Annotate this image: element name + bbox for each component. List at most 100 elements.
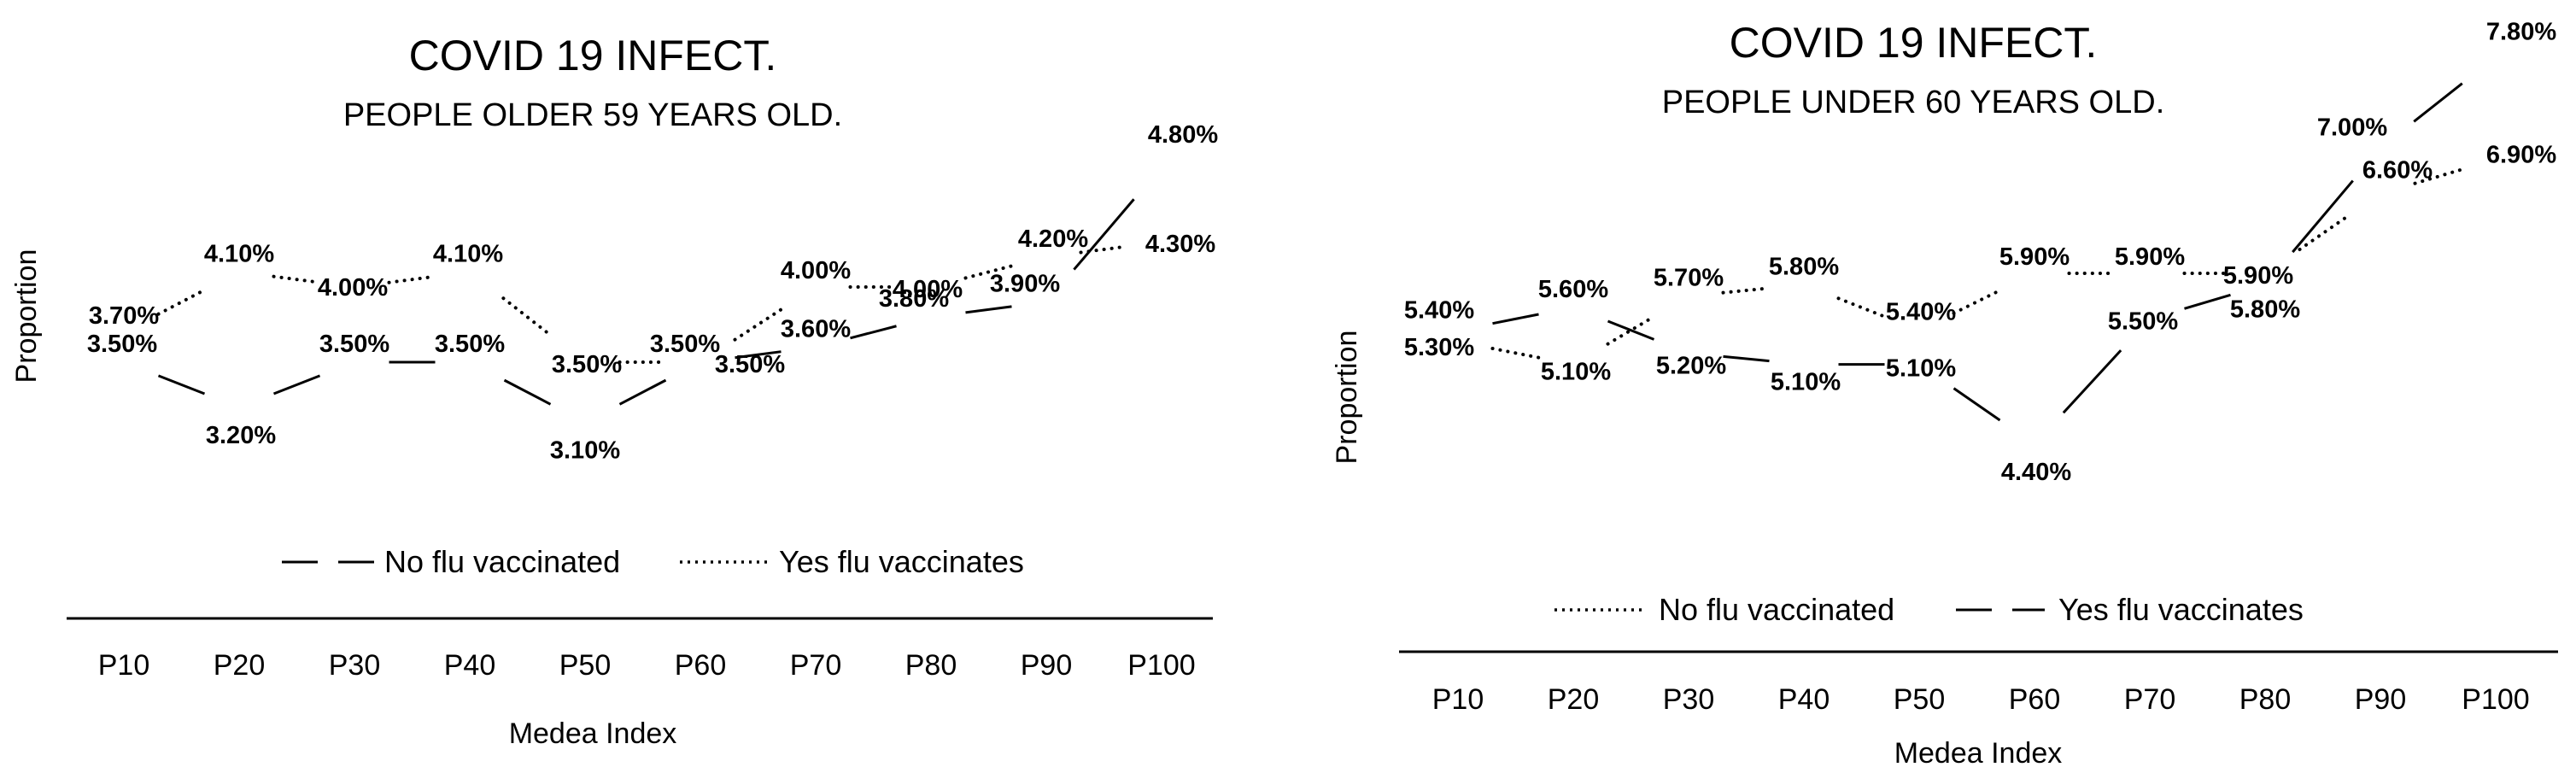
series-segment-yes-flu-vaccinates [2062,349,2122,414]
x-tick-p100: P100 [1127,649,1195,682]
series-segment-yes-flu-vaccinates [387,274,437,284]
data-label-no-flu-vaccinated: 6.90% [2486,142,2556,169]
y-axis-label: Proportion [10,249,43,384]
legend-label: No flu vaccinated [1659,592,1894,627]
chart-subtitle: PEOPLE UNDER 60 YEARS OLD. [1662,85,2165,120]
x-tick-p40: P40 [1778,683,1830,716]
x-tick-p70: P70 [2124,683,2176,716]
series-segment-yes-flu-vaccinates [1952,387,2001,422]
chart-subtitle: PEOPLE OLDER 59 YEARS OLD. [343,97,842,133]
series-segment-yes-flu-vaccinates [501,296,553,338]
x-tick-p20: P20 [1548,683,1600,716]
data-label-no-flu-vaccinated: 3.50% [87,331,157,358]
data-label-no-flu-vaccinated: 3.50% [435,331,505,358]
data-label-no-flu-vaccinated: 5.70% [1654,265,1724,292]
data-label-yes-flu-vaccinates: 3.70% [89,302,159,330]
data-label-yes-flu-vaccinates: 4.20% [1018,225,1088,253]
series-segment-no-flu-vaccinated [1952,289,2002,315]
data-label-yes-flu-vaccinates: 4.00% [893,276,963,303]
data-label-no-flu-vaccinated: 3.60% [781,315,851,343]
x-tick-p70: P70 [790,649,842,682]
series-segment-no-flu-vaccinated [735,350,782,360]
data-label-no-flu-vaccinated: 3.80% [879,285,949,313]
series-segment-no-flu-vaccinated [2413,167,2463,185]
x-tick-p10: P10 [1432,683,1484,716]
chart-under-60: COVID 19 INFECT. PEOPLE UNDER 60 YEARS O… [1331,19,2558,770]
data-label-yes-flu-vaccinates: 4.40% [2001,459,2071,486]
data-label-yes-flu-vaccinates: 3.50% [715,351,785,378]
x-tick-p20: P20 [214,649,266,682]
data-label-yes-flu-vaccinates: 5.60% [1538,276,1608,303]
legend: No flu vaccinated Yes flu vaccinates [282,544,1024,579]
chart-title: COVID 19 INFECT. [409,32,777,79]
x-tick-p30: P30 [1663,683,1715,716]
x-tick-p10: P10 [98,649,150,682]
chart-title: COVID 19 INFECT. [1730,19,2098,67]
series-lines [156,198,1135,406]
data-label-yes-flu-vaccinates: 4.10% [204,240,274,267]
series-segment-yes-flu-vaccinates [156,288,207,316]
series-lines [1490,82,2463,422]
x-tick-p60: P60 [675,649,727,682]
x-tick-p80: P80 [905,649,957,682]
series-segment-no-flu-vaccinated [1836,296,1887,319]
series-segment-yes-flu-vaccinates [2413,82,2463,123]
series-segment-no-flu-vaccinated [1721,286,1771,295]
chart-older-59: COVID 19 INFECT. PEOPLE OLDER 59 YEARS O… [10,32,1218,750]
series-segment-yes-flu-vaccinates [2184,293,2231,310]
data-label-no-flu-vaccinated: 3.20% [206,422,276,449]
data-label-no-flu-vaccinated: 5.80% [1769,253,1839,280]
x-tick-p50: P50 [559,649,612,682]
x-tick-p80: P80 [2239,683,2292,716]
data-label-no-flu-vaccinated: 3.50% [319,331,389,358]
data-label-no-flu-vaccinated: 4.80% [1148,121,1218,149]
legend-item-yes-flu-vaccinates: Yes flu vaccinates [1956,592,2304,627]
x-axis-label: Medea Index [1894,737,2063,770]
x-tick-labels: P10 P20 P30 P40 P50 P60 P70 P80 P90 P100 [98,649,1196,682]
legend-item-no-flu-vaccinated: No flu vaccinated [282,544,620,579]
x-tick-labels: P10 P20 P30 P40 P50 P60 P70 P80 P90 P100 [1432,683,2530,716]
series-segment-yes-flu-vaccinates [1607,319,1655,341]
data-label-yes-flu-vaccinates: 5.20% [1656,352,1726,379]
series-segment-no-flu-vaccinated [1073,198,1135,271]
data-label-no-flu-vaccinated: 6.60% [2362,157,2433,184]
data-label-yes-flu-vaccinates: 4.30% [1145,231,1215,258]
series-segment-yes-flu-vaccinates [733,307,783,342]
legend-label: Yes flu vaccinates [779,544,1024,579]
series-segment-no-flu-vaccinated [503,378,552,406]
series-segment-yes-flu-vaccinates [2292,179,2354,254]
legend-item-yes-flu-vaccinates: Yes flu vaccinates [680,544,1024,579]
series-segment-no-flu-vaccinated [1490,347,1541,360]
series-segment-no-flu-vaccinated [157,374,206,395]
data-label-no-flu-vaccinated: 5.90% [2115,243,2185,271]
data-labels: 5.30% 5.10% 5.70% 5.80% 5.40% 5.90% 5.90% 5.90%… [1404,19,2556,486]
data-label-no-flu-vaccinated: 5.40% [1886,299,1956,326]
legend-item-no-flu-vaccinated: No flu vaccinated [1554,592,1894,627]
series-segment-yes-flu-vaccinates [1492,313,1539,325]
data-label-no-flu-vaccinated: 3.90% [990,271,1060,298]
data-label-yes-flu-vaccinates: 5.40% [1404,297,1474,325]
series-segment-no-flu-vaccinated [965,305,1012,314]
data-label-yes-flu-vaccinates: 7.00% [2317,114,2387,141]
data-label-yes-flu-vaccinates: 5.10% [1886,355,1956,383]
data-labels: 3.50% 3.20% 3.50% 3.50% 3.10% 3.50% 3.60% 3.80%… [87,121,1218,464]
data-label-yes-flu-vaccinates: 7.80% [2486,19,2556,46]
data-label-yes-flu-vaccinates: 5.10% [1771,369,1841,396]
data-label-no-flu-vaccinated: 5.90% [2223,262,2293,290]
series-segment-no-flu-vaccinated [850,325,897,340]
series-segment-yes-flu-vaccinates [1079,244,1129,255]
legend-label: Yes flu vaccinates [2058,592,2304,627]
series-segment-no-flu-vaccinated [272,374,321,395]
x-tick-p40: P40 [444,649,496,682]
data-label-yes-flu-vaccinates: 5.50% [2108,307,2178,335]
data-label-yes-flu-vaccinates: 3.50% [552,351,622,378]
series-segment-yes-flu-vaccinates [963,264,1014,280]
series-segment-no-flu-vaccinated [618,378,667,406]
series-segment-no-flu-vaccinated [2298,215,2348,251]
data-label-no-flu-vaccinated: 5.90% [1999,243,2070,271]
y-axis-label: Proportion [1331,331,1363,465]
data-label-yes-flu-vaccinates: 4.00% [781,257,851,284]
data-label-yes-flu-vaccinates: 4.00% [318,274,388,302]
data-label-no-flu-vaccinated: 3.10% [550,436,620,464]
